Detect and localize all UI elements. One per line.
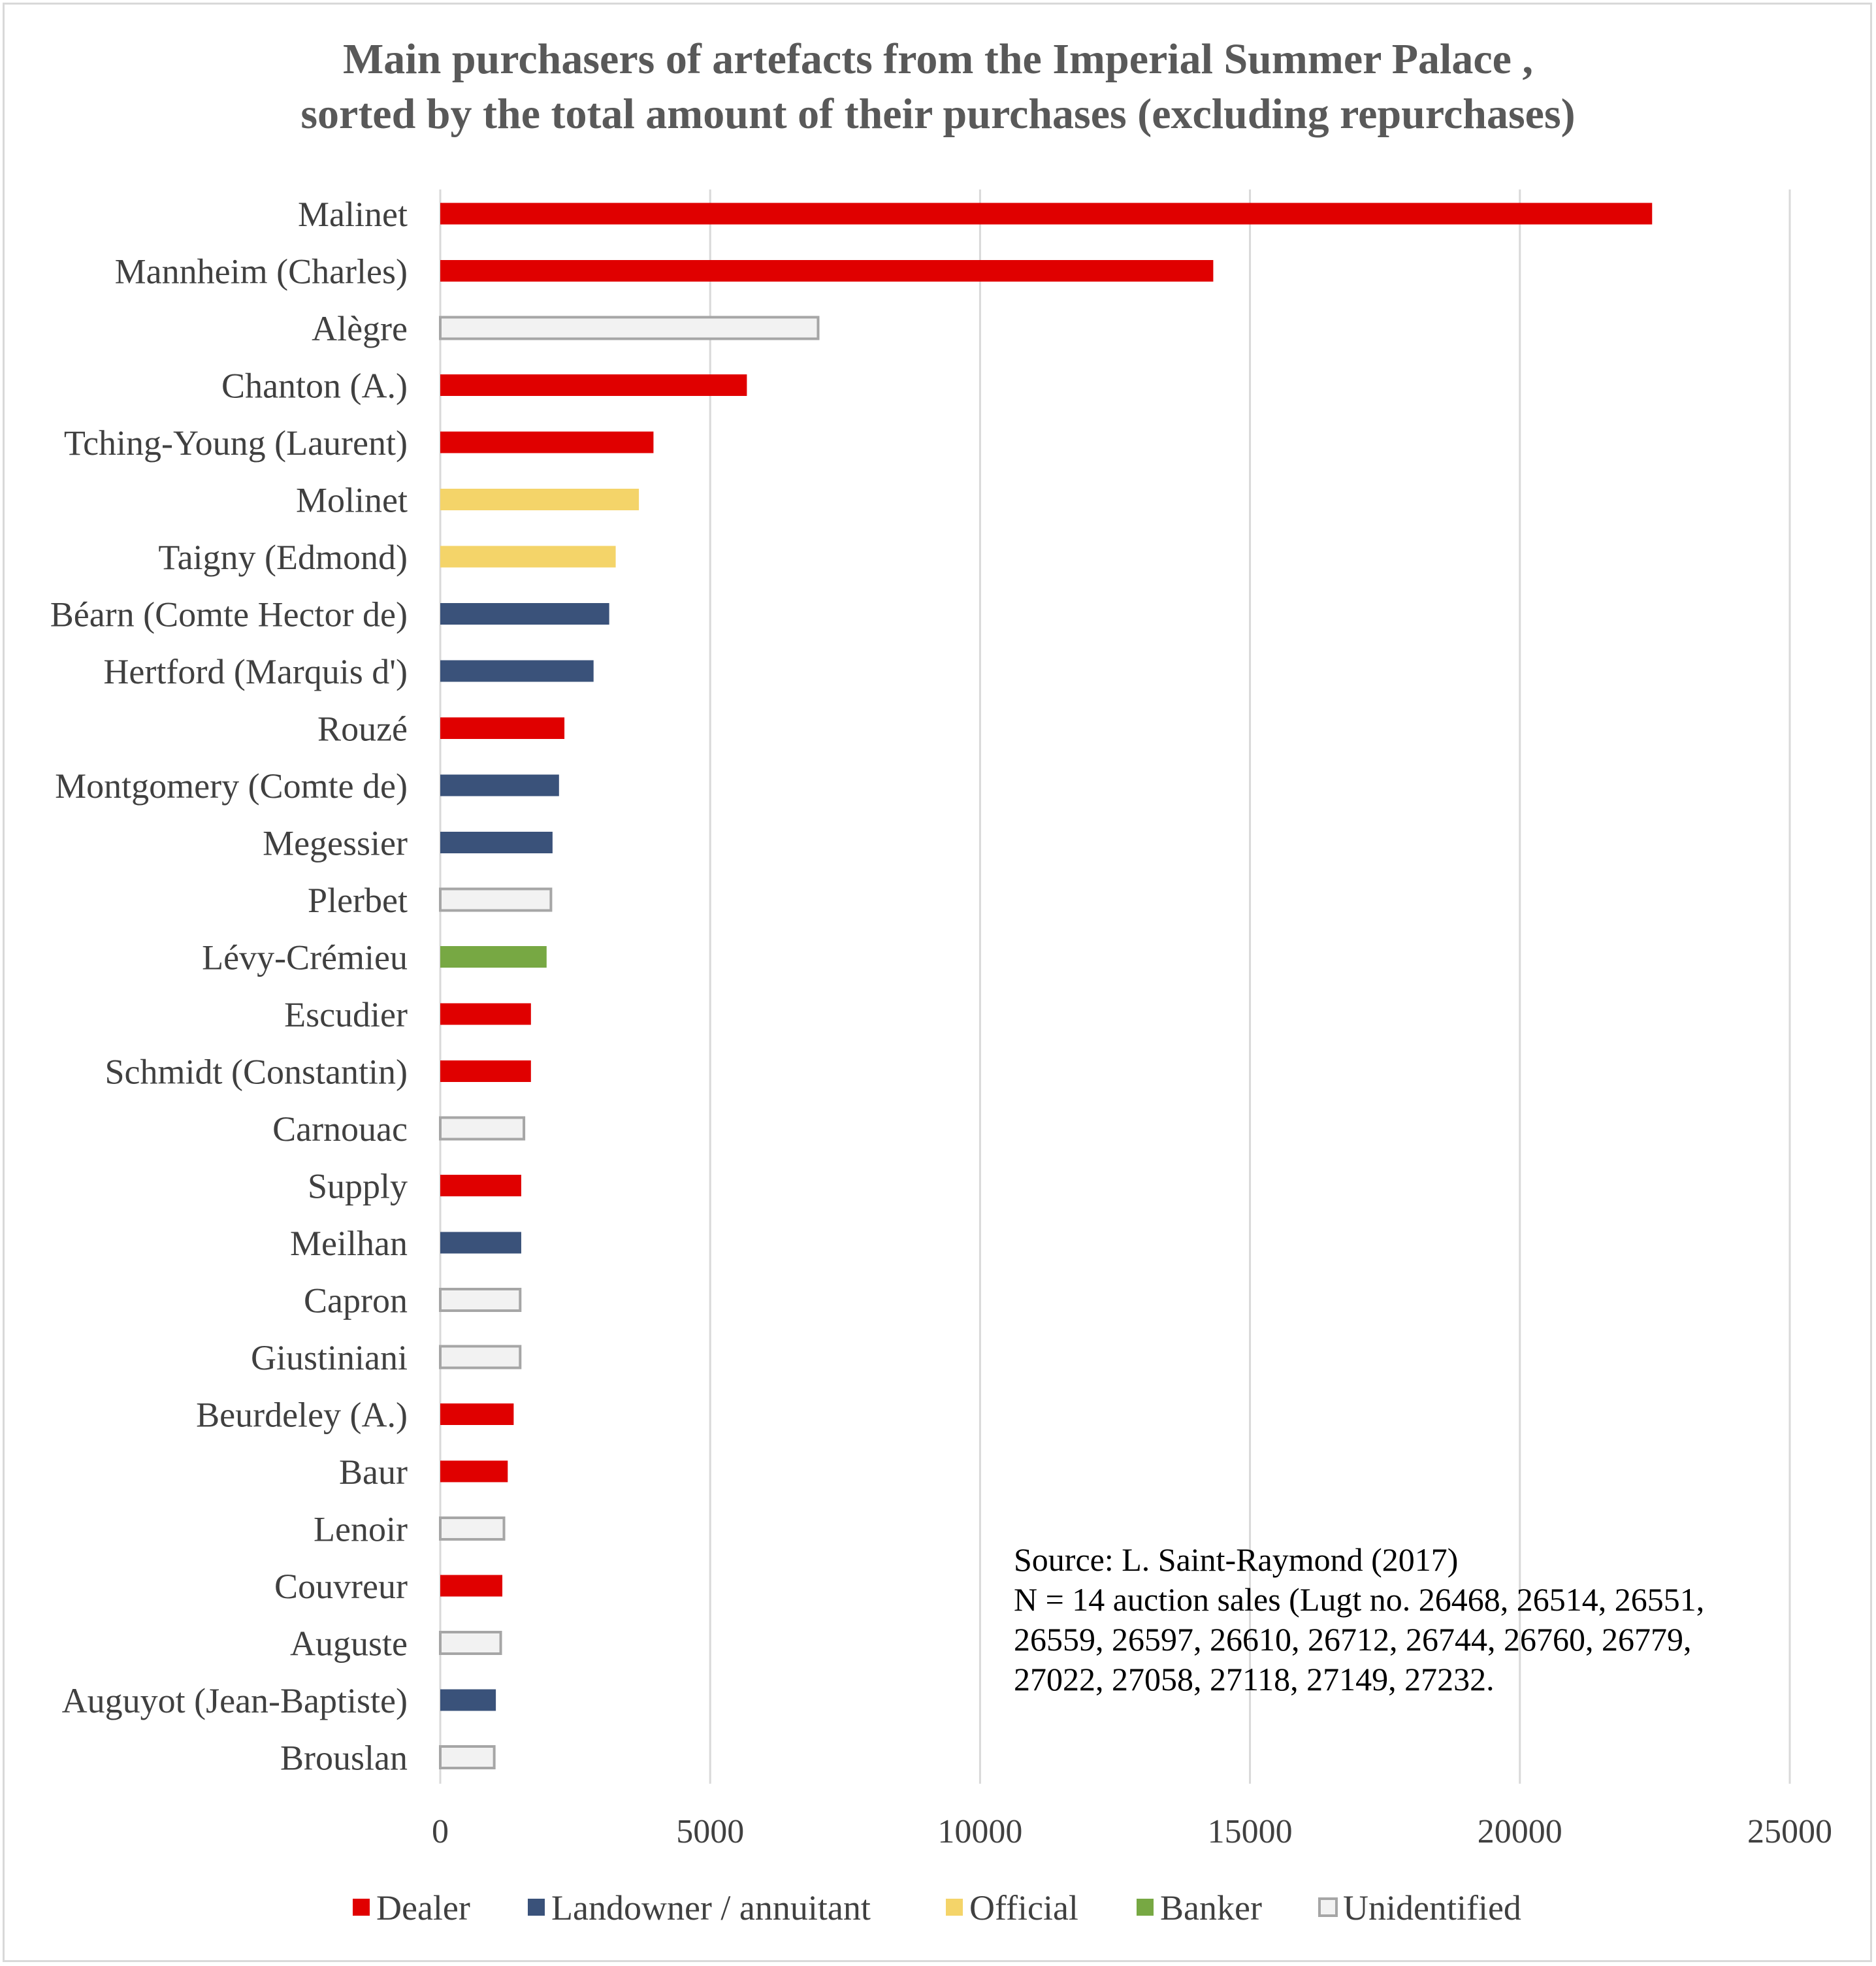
annotation-line: Source: L. Saint-Raymond (2017) xyxy=(1014,1541,1458,1578)
x-tick-label: 5000 xyxy=(676,1813,744,1850)
x-tick-label: 10000 xyxy=(937,1813,1022,1850)
category-label: Brouslan xyxy=(280,1739,408,1778)
category-label: Baur xyxy=(339,1452,408,1492)
annotation-line: N = 14 auction sales (Lugt no. 26468, 26… xyxy=(1014,1581,1704,1618)
bar xyxy=(440,1060,531,1082)
bar xyxy=(440,660,594,682)
x-tick-label: 0 xyxy=(432,1813,449,1850)
category-label: Auguyot (Jean-Baptiste) xyxy=(62,1681,408,1720)
legend-label: Dealer xyxy=(376,1888,470,1927)
category-label: Supply xyxy=(308,1167,408,1206)
bar xyxy=(440,431,654,453)
bar xyxy=(440,1003,531,1025)
bar xyxy=(440,1689,496,1711)
source-annotation: Source: L. Saint-Raymond (2017)N = 14 au… xyxy=(1014,1541,1704,1697)
category-label: Megessier xyxy=(263,824,408,863)
category-label: Taigny (Edmond) xyxy=(158,538,408,577)
legend-label: Official xyxy=(969,1888,1078,1927)
category-label: Alègre xyxy=(312,309,408,348)
bar xyxy=(440,774,559,796)
legend-swatch xyxy=(1318,1897,1338,1917)
category-label: Hertford (Marquis d') xyxy=(103,652,408,691)
bar xyxy=(440,1403,514,1425)
bar xyxy=(440,374,747,396)
legend-swatch xyxy=(946,1899,963,1916)
chart-subtitle: sorted by the total amount of their purc… xyxy=(300,90,1575,138)
category-label: Lévy-Crémieu xyxy=(202,938,408,977)
legend-swatch xyxy=(1137,1899,1154,1916)
bar xyxy=(439,316,820,340)
x-tick-labels: 0 5000 10000 15000 20000 25000 xyxy=(432,1813,1832,1850)
bar xyxy=(440,1175,521,1196)
bar xyxy=(439,1116,526,1141)
bar xyxy=(439,1631,502,1655)
bar xyxy=(440,1460,508,1483)
category-label: Schmidt (Constantin) xyxy=(105,1053,408,1092)
category-label: Chanton (A.) xyxy=(221,367,408,406)
bar xyxy=(439,1745,496,1769)
legend-label: Banker xyxy=(1160,1888,1262,1927)
category-label: Molinet xyxy=(296,481,408,520)
bar xyxy=(440,832,553,853)
legend-swatch xyxy=(528,1899,545,1916)
category-label: Giustiniani xyxy=(251,1338,408,1377)
category-label: Rouzé xyxy=(317,710,408,749)
legend-label: Landowner / annuitant xyxy=(551,1888,871,1927)
bar xyxy=(439,887,553,912)
category-label: Beurdeley (A.) xyxy=(196,1396,408,1435)
bar xyxy=(440,203,1653,225)
x-tick-label: 25000 xyxy=(1747,1813,1832,1850)
category-label: Couvreur xyxy=(274,1567,408,1606)
category-label: Auguste xyxy=(290,1624,408,1663)
category-label: Tching-Young (Laurent) xyxy=(64,423,408,463)
annotation-line: 27022, 27058, 27118, 27149, 27232. xyxy=(1014,1661,1495,1697)
category-labels: Malinet Mannheim (Charles) Alègre Chanton (… xyxy=(50,195,408,1778)
bar xyxy=(439,1345,522,1369)
bar xyxy=(439,1516,506,1541)
chart-title: Main purchasers of artefacts from the Im… xyxy=(343,35,1533,83)
bars-group xyxy=(439,203,1653,1769)
bar xyxy=(440,260,1214,282)
category-label: Montgomery (Comte de) xyxy=(55,766,408,806)
category-label: Carnouac xyxy=(272,1109,408,1149)
annotation-line: 26559, 26597, 26610, 26712, 26744, 26760… xyxy=(1014,1621,1692,1658)
legend-swatch xyxy=(353,1899,370,1916)
category-label: Béarn (Comte Hector de) xyxy=(50,595,408,634)
category-label: Lenoir xyxy=(314,1510,408,1549)
bar xyxy=(439,1288,522,1312)
bar xyxy=(440,1575,503,1597)
bar xyxy=(440,489,639,510)
legend: Dealer Landowner / annuitant Official Banke… xyxy=(353,1888,1521,1927)
category-label: Malinet xyxy=(298,195,408,234)
x-tick-label: 20000 xyxy=(1478,1813,1562,1850)
x-tick-label: 15000 xyxy=(1208,1813,1293,1850)
category-label: Escudier xyxy=(284,995,408,1034)
bar xyxy=(440,603,609,625)
category-label: Mannheim (Charles) xyxy=(115,252,408,291)
chart-frame xyxy=(3,3,1872,1962)
bar xyxy=(440,717,565,739)
category-label: Meilhan xyxy=(290,1224,408,1263)
category-label: Capron xyxy=(304,1281,408,1320)
bar xyxy=(440,546,616,568)
legend-label: Unidentified xyxy=(1343,1888,1521,1927)
category-label: Plerbet xyxy=(308,881,408,920)
bar xyxy=(440,1232,521,1254)
bar xyxy=(440,946,547,968)
